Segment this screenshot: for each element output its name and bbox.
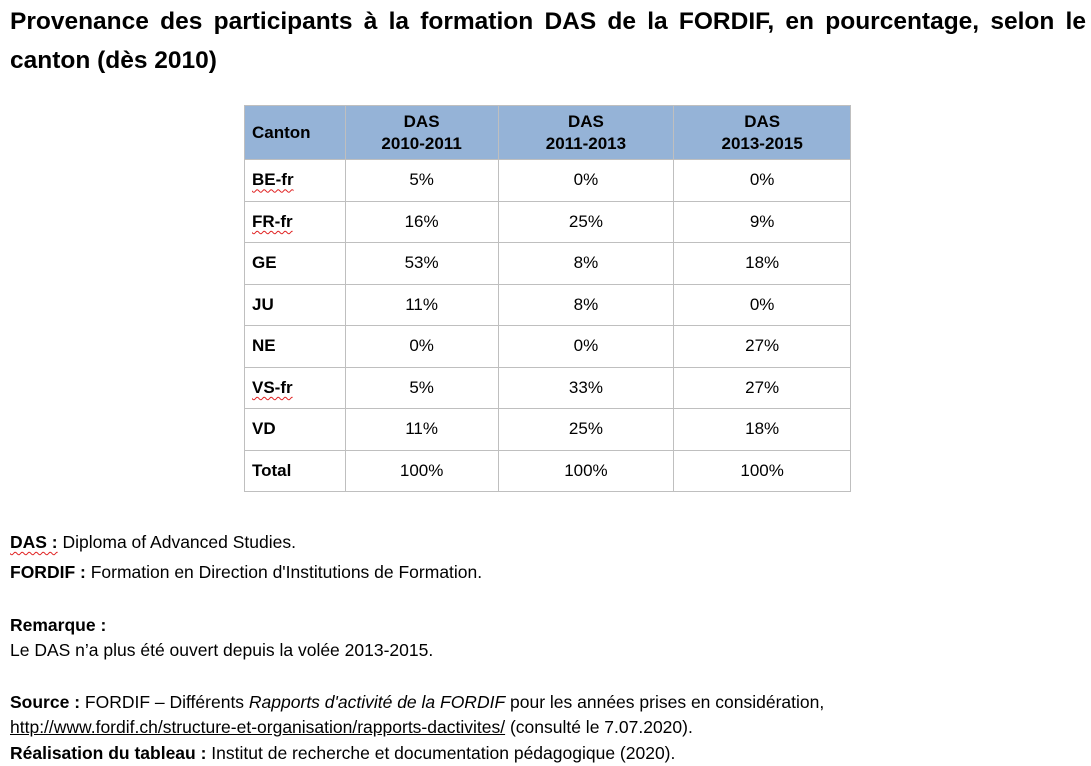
table-row: BE-fr 5% 0% 0% (244, 159, 851, 202)
source-url-line: http://www.fordif.ch/structure-et-organi… (10, 715, 693, 739)
remark-heading: Remarque : (10, 615, 107, 635)
note-fordif: FORDIF : Formation en Direction d'Instit… (10, 560, 482, 584)
value-cell: 0% (673, 283, 851, 326)
table-row: JU 11% 8% 0% (244, 283, 851, 326)
value-cell: 0% (497, 159, 675, 202)
canton-cell: GE (244, 242, 346, 285)
column-header-das-2011-2013: DAS 2011-2013 (497, 105, 675, 160)
value-cell: 11% (344, 283, 499, 326)
data-table: Canton DAS 2010-2011 DAS 2011-2013 DAS 2… (244, 105, 851, 492)
source-text: pour les années prises en considération, (505, 692, 825, 712)
value-cell: 8% (497, 242, 675, 285)
value-cell: 25% (497, 200, 675, 243)
canton-label: BE-fr (252, 170, 294, 190)
column-header-line1: DAS (744, 111, 781, 131)
table-row: NE 0% 0% 27% (244, 325, 851, 368)
source-line: Source : FORDIF – Différents Rapports d'… (10, 690, 824, 714)
consulted-text: (consulté le 7.07.2020). (505, 717, 693, 737)
canton-label: FR-fr (252, 211, 293, 231)
column-header-line1: DAS (403, 111, 440, 131)
canton-label: VS-fr (252, 377, 293, 397)
realisation-text: Institut de recherche et documentation p… (206, 743, 676, 763)
value-cell: 27% (673, 366, 851, 409)
source-report-title: Rapports d'activité de la FORDIF (248, 692, 506, 712)
value-cell: 53% (344, 242, 499, 285)
table-row: VD 11% 25% 18% (244, 408, 851, 451)
value-cell: 100% (344, 449, 499, 492)
value-cell: 16% (344, 200, 499, 243)
source-link[interactable]: http://www.fordif.ch/structure-et-organi… (10, 717, 506, 737)
remark-text: Le DAS n’a plus été ouvert depuis la vol… (10, 640, 434, 660)
value-cell: 0% (497, 325, 675, 368)
table-header-row: Canton DAS 2010-2011 DAS 2011-2013 DAS 2… (244, 105, 851, 160)
note-text: Diploma of Advanced Studies. (57, 532, 296, 552)
column-header-line2: 2010-2011 (381, 133, 462, 153)
column-header-line2: 2013-2015 (721, 133, 803, 153)
value-cell: 100% (673, 449, 851, 492)
value-cell: 5% (344, 159, 499, 202)
source-text: FORDIF – Différents (80, 692, 249, 712)
column-header-das-2010-2011: DAS 2010-2011 (344, 105, 499, 160)
page-title: Provenance des participants à la formati… (10, 8, 1086, 74)
canton-cell: VS-fr (244, 366, 346, 409)
canton-cell: Total (244, 449, 346, 492)
source-label: Source : (10, 692, 81, 712)
value-cell: 27% (673, 325, 851, 368)
value-cell: 100% (497, 449, 675, 492)
value-cell: 5% (344, 366, 499, 409)
value-cell: 25% (497, 408, 675, 451)
note-term: DAS : (10, 532, 58, 552)
value-cell: 33% (497, 366, 675, 409)
canton-cell: FR-fr (244, 200, 346, 243)
realisation-label: Réalisation du tableau : (10, 743, 207, 763)
canton-cell: BE-fr (244, 159, 346, 202)
column-header-line1: DAS (567, 111, 604, 131)
table-row: VS-fr 5% 33% 27% (244, 366, 851, 409)
canton-cell: VD (244, 408, 346, 451)
value-cell: 8% (497, 283, 675, 326)
table-row: FR-fr 16% 25% 9% (244, 200, 851, 243)
value-cell: 9% (673, 200, 851, 243)
value-cell: 18% (673, 408, 851, 451)
value-cell: 0% (673, 159, 851, 202)
note-term: FORDIF : (10, 562, 86, 582)
column-header-line2: 2011-2013 (545, 133, 627, 153)
column-header-canton: Canton (244, 105, 346, 160)
value-cell: 0% (344, 325, 499, 368)
note-das: DAS : Diploma of Advanced Studies. (10, 530, 296, 554)
table-total-row: Total 100% 100% 100% (244, 449, 851, 492)
canton-cell: NE (244, 325, 346, 368)
realisation-line: Réalisation du tableau : Institut de rec… (10, 741, 675, 765)
note-text: Formation en Direction d'Institutions de… (85, 562, 483, 582)
value-cell: 18% (673, 242, 851, 285)
table-row: GE 53% 8% 18% (244, 242, 851, 285)
column-header-das-2013-2015: DAS 2013-2015 (673, 105, 851, 160)
canton-cell: JU (244, 283, 346, 326)
value-cell: 11% (344, 408, 499, 451)
